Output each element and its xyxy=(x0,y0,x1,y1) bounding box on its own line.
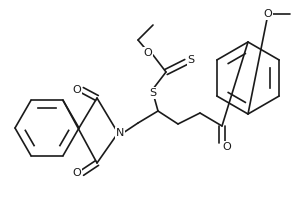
Text: O: O xyxy=(73,85,81,95)
Text: O: O xyxy=(73,168,81,178)
Text: S: S xyxy=(149,88,157,98)
Text: O: O xyxy=(264,9,272,19)
Text: S: S xyxy=(188,55,195,65)
Text: N: N xyxy=(116,128,124,138)
Text: O: O xyxy=(144,48,152,58)
Text: O: O xyxy=(223,142,231,152)
